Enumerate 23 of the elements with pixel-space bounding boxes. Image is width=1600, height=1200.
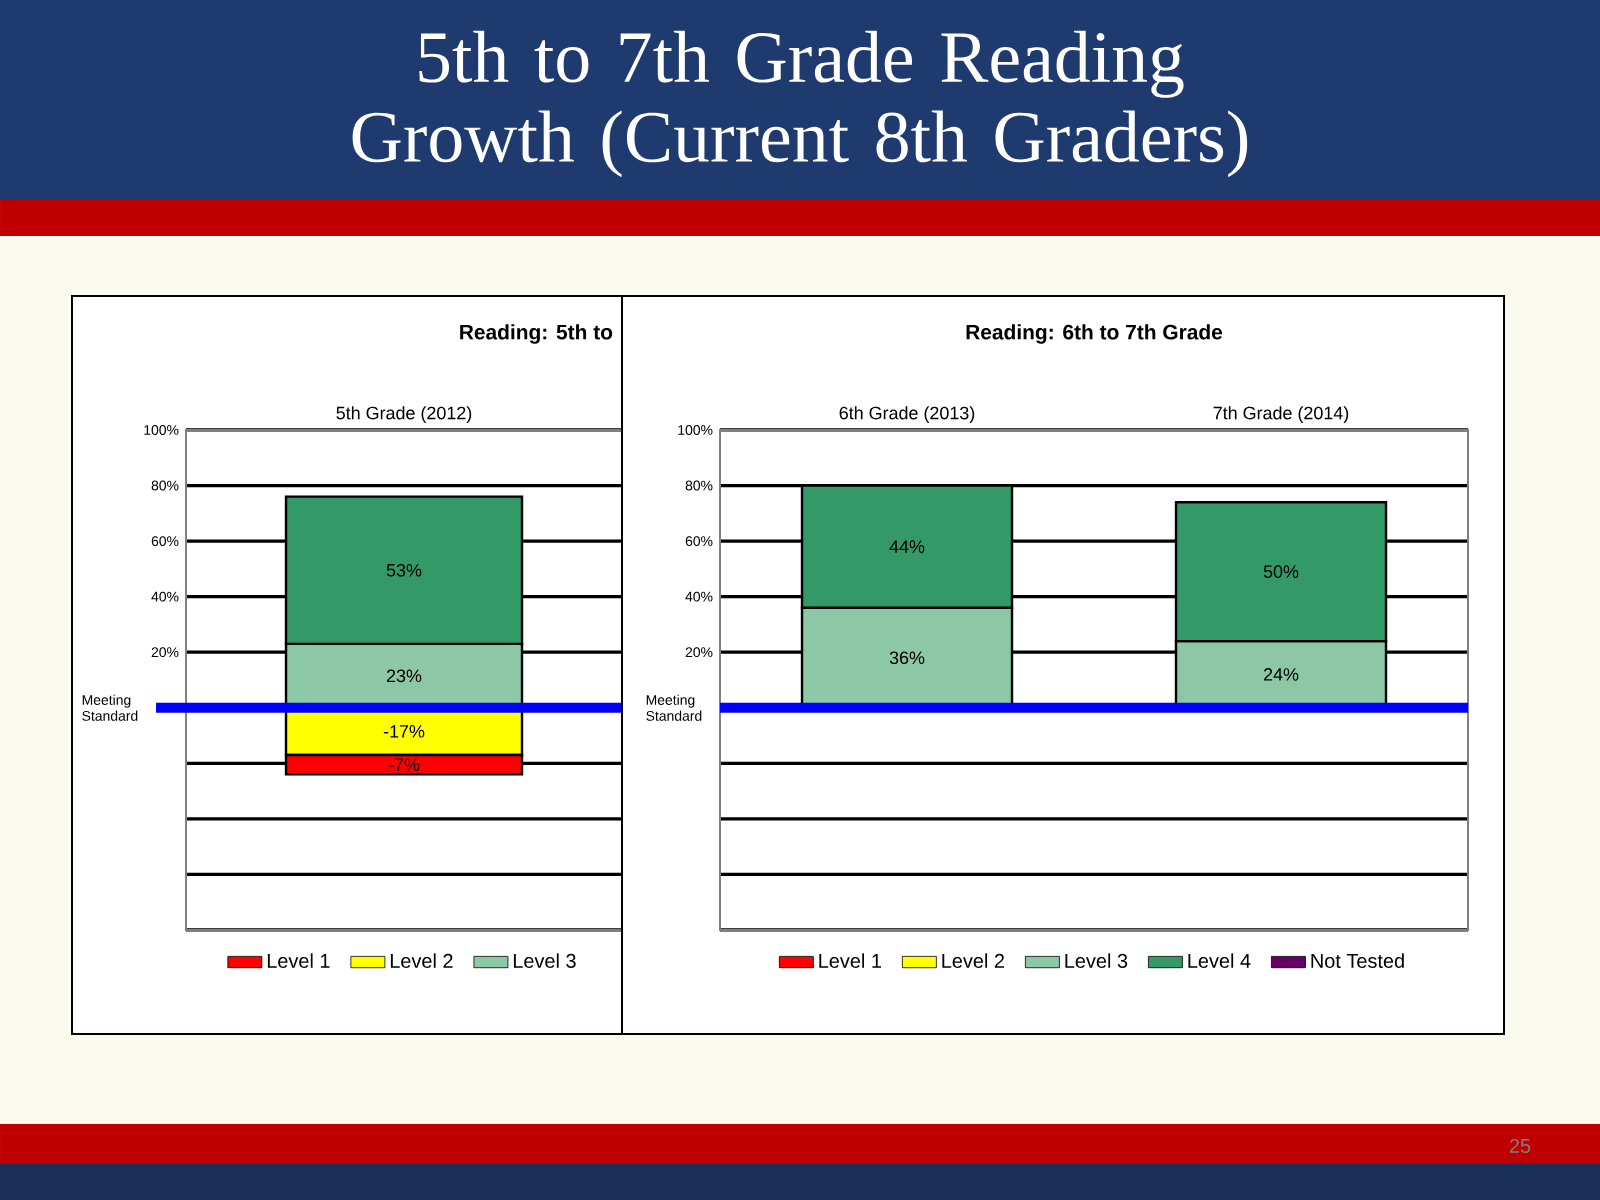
legend-label: Level 3 <box>1065 953 1128 968</box>
data-label: 24% <box>1263 668 1299 681</box>
data-label: -17% <box>383 725 425 738</box>
legend-label: Not Tested <box>1311 953 1404 968</box>
data-label: 53% <box>386 563 422 577</box>
x-tick-label: 5th Grade (2012) <box>336 406 472 423</box>
legend-label: Level 2 <box>942 953 1004 968</box>
x-tick-label: 6th Grade (2013) <box>839 406 975 423</box>
data-label: 44% <box>889 540 925 553</box>
data-label: -7% <box>388 758 420 771</box>
text: 5th to 7th Grade Reading Growth (Current 8th Graders) <box>352 30 1248 178</box>
chart-subtitle: Reading: 6th to 7th Grade <box>966 324 1223 344</box>
x-tick-label: 7th Grade (2014) <box>1213 406 1349 423</box>
text: 25 <box>1509 1138 1531 1154</box>
legend-label: Level 3 <box>513 953 576 968</box>
legend-label: Level 4 <box>1188 953 1251 968</box>
chart-subtitle: Reading: 5th to <box>460 324 613 344</box>
data-label: 36% <box>889 651 925 665</box>
legend-label: Level 1 <box>267 953 330 968</box>
legend-label: Level 2 <box>390 953 453 968</box>
legend-label: Level 1 <box>819 953 881 968</box>
data-label: 50% <box>1263 565 1299 578</box>
data-label: 23% <box>386 669 422 683</box>
